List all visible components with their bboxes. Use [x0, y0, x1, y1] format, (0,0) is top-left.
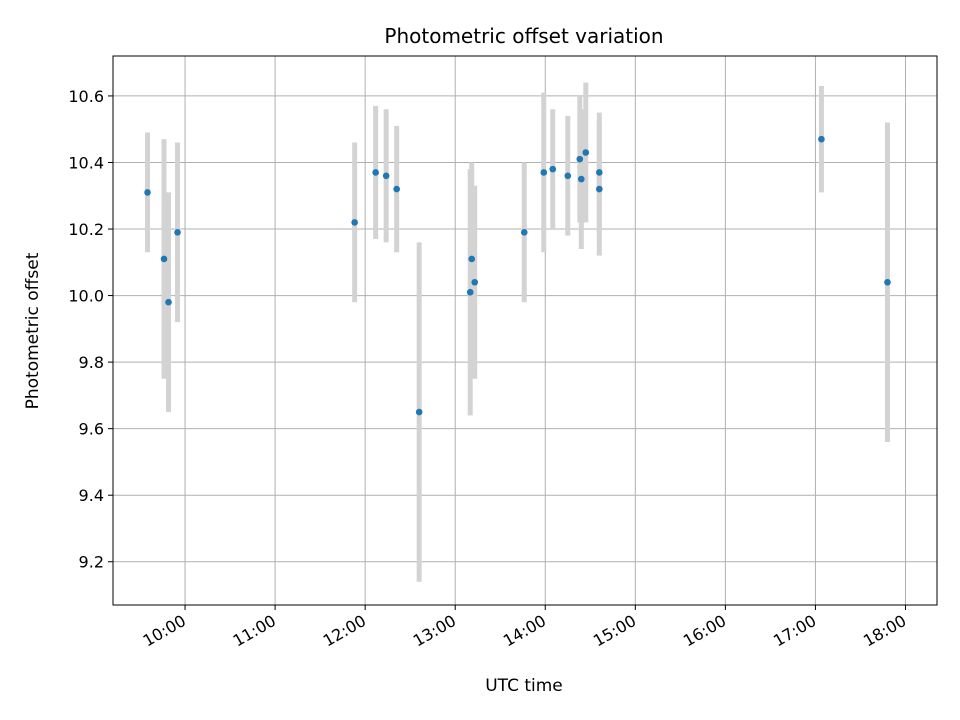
data-point [466, 288, 474, 296]
data-point [372, 169, 379, 176]
data-point [595, 169, 603, 176]
data-point [471, 278, 479, 286]
y-tick-label: 9.4 [79, 486, 104, 505]
data-point [564, 172, 572, 180]
x-axis-label: UTC time [485, 676, 563, 696]
y-tick-label: 10.6 [68, 87, 104, 106]
plot-area-frame [112, 55, 938, 606]
data-point [576, 155, 584, 163]
y-tick-label: 10.4 [68, 153, 104, 172]
data-point [884, 278, 891, 286]
data-point [818, 135, 825, 143]
data-point [144, 189, 151, 196]
data-point [393, 185, 400, 193]
data-point [582, 149, 590, 156]
y-tick-label: 9.8 [79, 353, 104, 372]
data-point [382, 172, 390, 180]
data-point [595, 185, 603, 193]
chart-title: Photometric offset variation [384, 24, 663, 48]
data-point [174, 229, 181, 236]
data-point [540, 169, 548, 176]
data-point [549, 165, 557, 173]
data-point [520, 229, 528, 236]
data-point [415, 408, 423, 416]
data-point [165, 298, 172, 306]
data-point [468, 255, 476, 263]
y-tick-label: 9.6 [79, 420, 104, 439]
data-point [160, 255, 168, 263]
y-tick-label: 9.2 [79, 553, 104, 572]
y-tick-label: 10.0 [68, 287, 104, 306]
data-points [144, 135, 891, 416]
y-axis-label: Photometric offset [23, 252, 43, 409]
y-tick-label: 10.2 [68, 220, 104, 239]
data-point [351, 219, 358, 226]
data-point [577, 175, 585, 183]
